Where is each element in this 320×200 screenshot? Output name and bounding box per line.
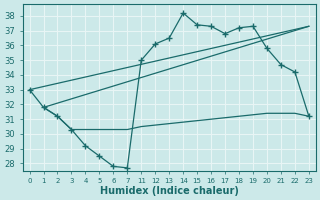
X-axis label: Humidex (Indice chaleur): Humidex (Indice chaleur) (100, 186, 239, 196)
